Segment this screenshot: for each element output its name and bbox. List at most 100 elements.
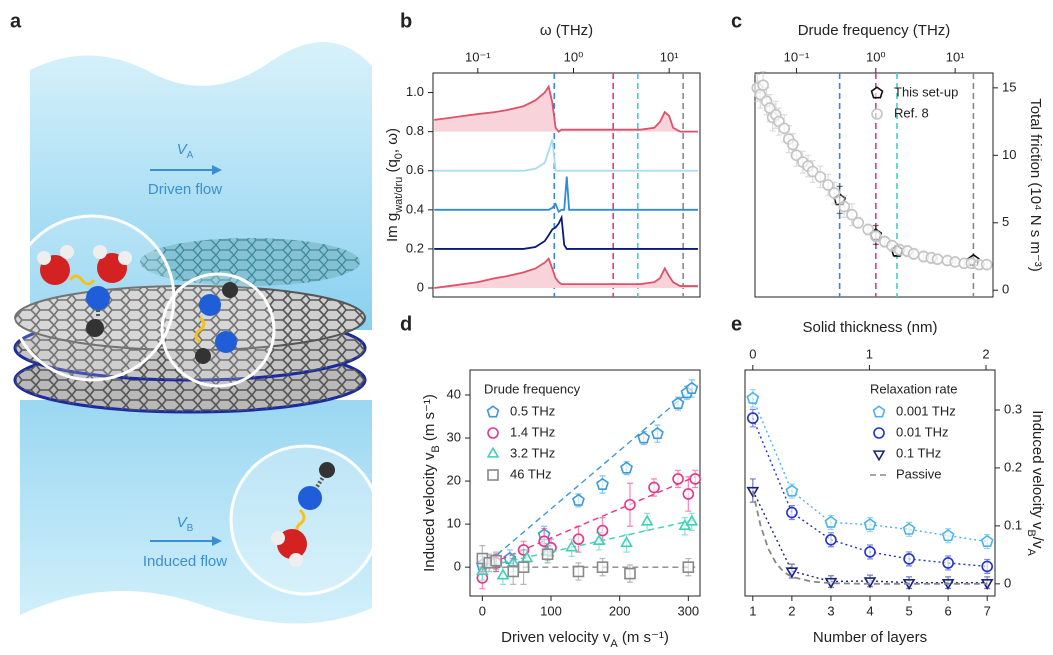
figure: a VA Driven flow VB Induced flow b10⁻¹10… — [0, 0, 1053, 655]
x2-axis-label: Solid thickness (nm) — [802, 319, 937, 336]
x-tick-label: 10⁰ — [564, 49, 584, 64]
y-axis-label: Induced velocity vB/vA — [1025, 410, 1046, 556]
y-axis-label-part: B — [430, 445, 442, 452]
x-tick-label: 5 — [905, 603, 912, 618]
legend-label: 3.2 THz — [510, 445, 555, 460]
marker — [943, 530, 954, 540]
marker — [748, 413, 758, 423]
x-axis-label-part: Driven velocity v — [501, 629, 611, 646]
x-tick-label: 10¹ — [946, 49, 965, 64]
legend-marker — [874, 451, 884, 460]
marker — [815, 172, 825, 182]
y-axis-label: Im gwat/dru (q0, ω) — [384, 128, 405, 242]
y-tick-label: 0.2 — [406, 240, 424, 255]
x-tick-label: 300 — [677, 603, 699, 618]
y-tick-label: 0.3 — [1004, 401, 1022, 416]
x-tick-label: 10⁰ — [866, 49, 886, 64]
induced-velocity-subscript: B — [187, 523, 194, 534]
marker — [625, 569, 635, 579]
x-axis-label: Drude frequency (THz) — [798, 22, 951, 39]
marker — [853, 218, 863, 228]
series-line — [434, 139, 698, 170]
legend-label: 0.5 THz — [510, 403, 555, 418]
x-axis-label-part: (m s⁻¹) — [618, 629, 669, 646]
panel-label: c — [731, 10, 742, 32]
marker — [982, 561, 992, 571]
marker — [904, 524, 915, 534]
marker — [786, 485, 797, 495]
x-tick-label: 10¹ — [660, 49, 679, 64]
legend-label: 0.01 THz — [896, 424, 949, 439]
marker — [673, 474, 683, 484]
x-axis-label: Driven velocity vA (m s⁻¹) — [501, 629, 669, 650]
marker — [943, 558, 953, 568]
marker — [871, 231, 881, 241]
marker — [933, 254, 943, 264]
legend-marker — [872, 87, 883, 97]
y-axis-label-part: Im g — [384, 213, 401, 242]
marker — [573, 495, 584, 505]
x-tick-label: 100 — [540, 603, 562, 618]
marker — [865, 547, 875, 557]
y-axis-label-part: B — [1025, 529, 1037, 536]
legend-label: 46 THz — [510, 466, 552, 481]
y-tick-label: 5 — [1002, 214, 1009, 229]
marker — [649, 483, 659, 493]
marker — [652, 428, 663, 438]
marker — [625, 500, 635, 510]
driven-flow-text: Driven flow — [148, 181, 222, 198]
x2-tick-label: 2 — [982, 346, 989, 361]
marker — [519, 562, 529, 572]
marker — [909, 249, 919, 259]
x-tick-label: 1 — [749, 603, 756, 618]
y-tick-label: 1.0 — [406, 84, 424, 99]
marker — [825, 517, 836, 527]
y-axis-label-part: , ω) — [384, 128, 401, 153]
panel-label: b — [400, 10, 412, 32]
panel-label: e — [731, 313, 742, 335]
marker — [747, 393, 758, 403]
y-axis-label-part: Induced velocity v — [1029, 410, 1046, 530]
marker — [621, 462, 632, 472]
y-tick-label: 0.4 — [406, 201, 424, 216]
legend-label: Passive — [896, 466, 942, 481]
y-tick-label: 0 — [1002, 282, 1009, 297]
legend-label: 0.1 THz — [896, 445, 941, 460]
induced-flow-text: Induced flow — [143, 553, 227, 570]
y-tick-label: 0 — [1004, 575, 1011, 590]
y-tick-label: 0.8 — [406, 123, 424, 138]
x2-tick-label: 1 — [866, 346, 873, 361]
marker — [690, 474, 700, 484]
y-axis-label-part: (m s⁻¹) — [421, 394, 438, 445]
y-tick-label: 0 — [454, 559, 461, 574]
marker — [638, 432, 649, 442]
marker — [498, 570, 508, 579]
marker — [683, 489, 693, 499]
illustration: a VA Driven flow VB Induced flow — [10, 10, 379, 623]
area — [434, 87, 698, 132]
marker — [826, 535, 836, 545]
legend-marker — [874, 428, 884, 438]
y-tick-label: 10 — [1002, 147, 1016, 162]
zoom-ring — [162, 274, 274, 386]
x-tick-label: 3 — [827, 603, 834, 618]
legend-marker — [488, 470, 498, 480]
marker — [683, 562, 693, 572]
y-axis-label-part: (q — [384, 159, 401, 177]
x-tick-label: 7 — [984, 603, 991, 618]
x-tick-label: 10⁻¹ — [465, 49, 491, 64]
y-tick-label: 20 — [447, 473, 461, 488]
marker — [622, 538, 632, 547]
y-axis-label: Induced velocity vB (m s⁻¹) — [421, 394, 442, 572]
y-axis-label-part: Induced velocity v — [421, 452, 438, 572]
marker — [787, 508, 797, 518]
marker — [865, 519, 876, 529]
marker — [829, 188, 839, 198]
y-tick-label: 0 — [417, 279, 424, 294]
legend-marker — [488, 428, 498, 438]
x-tick-label: 2 — [788, 603, 795, 618]
marker — [865, 578, 875, 587]
x-axis-label: ω (THz) — [540, 22, 593, 39]
marker — [687, 516, 697, 525]
marker — [839, 202, 849, 212]
